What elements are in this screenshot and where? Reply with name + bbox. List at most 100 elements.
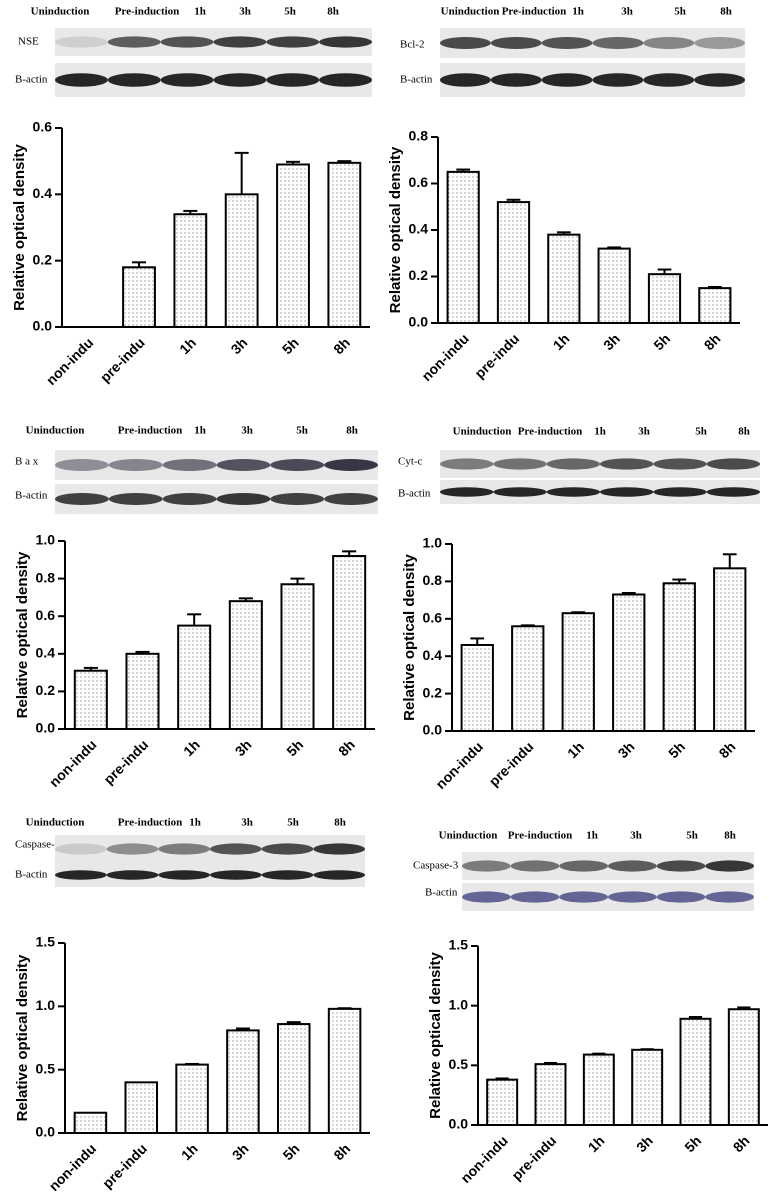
row-label: B-actin	[398, 488, 431, 500]
x-tick-label: pre-indu	[486, 738, 537, 789]
blot-band	[216, 493, 271, 505]
blot-band	[653, 487, 707, 497]
lane-label: 5h	[686, 830, 698, 842]
bar	[662, 582, 696, 733]
blot-band	[493, 458, 547, 470]
blot-band	[55, 843, 107, 855]
lane-label: Pre-induction	[118, 425, 183, 437]
blot-band	[106, 843, 159, 855]
y-tick-label: 0.5	[36, 1060, 56, 1076]
row-label: Bcl-2	[400, 39, 424, 51]
bar	[597, 247, 631, 325]
blot-band	[319, 36, 373, 48]
blot-band	[608, 860, 657, 872]
lane-label: Pre-induction	[115, 6, 180, 18]
row-label: B-actin	[400, 74, 433, 86]
blot-band	[493, 487, 547, 497]
x-tick-label: 8h	[330, 334, 353, 357]
blot-band	[490, 73, 542, 87]
blot-band	[643, 73, 695, 87]
lane-label: 5h	[296, 425, 308, 437]
bar	[582, 1053, 615, 1127]
blot-band	[440, 73, 491, 87]
lane-label: 8h	[346, 425, 358, 437]
blot-band	[158, 843, 211, 855]
blot-band	[324, 459, 379, 471]
x-tick-label: non-indu	[457, 1132, 511, 1186]
lane-label: Pre-induction	[118, 817, 183, 829]
bar	[511, 625, 545, 733]
x-tick-label: pre-indu	[100, 736, 151, 787]
y-tick-label: 0.0	[423, 722, 443, 738]
lane-label: Pre-induction	[518, 426, 583, 438]
blot-band	[510, 891, 560, 903]
lane-label: 3h	[241, 425, 253, 437]
lane-label: Uninduction	[31, 6, 90, 18]
bar	[327, 1007, 362, 1134]
blot-band	[462, 860, 511, 872]
x-tick-label: pre-indu	[99, 1140, 150, 1191]
y-tick-label: 1.5	[449, 937, 469, 953]
blot-band	[108, 459, 163, 471]
y-tick-label: 0.2	[423, 684, 443, 700]
y-tick-label: 1.0	[36, 997, 56, 1013]
y-tick-label: 0.8	[409, 128, 429, 144]
x-tick-label: non-indu	[432, 738, 486, 792]
bar	[73, 1111, 108, 1134]
blot-band	[55, 36, 108, 48]
x-tick-label: 3h	[633, 1132, 656, 1155]
blot-band	[490, 37, 542, 49]
row-label: B-actin	[15, 869, 48, 881]
blot-band	[546, 487, 600, 497]
blot-band	[510, 860, 560, 872]
row-label: Cyt-c	[398, 456, 423, 468]
x-tick-label: 3h	[232, 736, 255, 759]
lane-label: 5h	[284, 6, 296, 18]
blot-band	[694, 73, 745, 87]
blot-band	[55, 459, 109, 471]
blot-band	[210, 870, 262, 880]
bar	[460, 643, 494, 732]
bar	[647, 273, 682, 324]
y-tick-label: 0.8	[423, 572, 443, 588]
blot-band	[213, 73, 267, 87]
blot-band	[706, 458, 760, 470]
blot-band	[600, 487, 654, 497]
bar	[698, 287, 732, 324]
y-axis-label: Relative optical density	[427, 951, 444, 1118]
blot-band	[541, 37, 593, 49]
x-tick-label: 3h	[615, 738, 638, 761]
blot-band	[216, 459, 271, 471]
lane-label: 1h	[586, 830, 598, 842]
blot-band	[158, 870, 211, 880]
x-tick-label: 3h	[229, 1140, 252, 1163]
row-label: Caspase-9	[15, 839, 61, 851]
blot-band	[160, 73, 214, 87]
blot-band	[653, 458, 707, 470]
blot-band	[656, 891, 706, 903]
blot-band	[440, 37, 491, 49]
x-tick-label: non-indu	[46, 736, 100, 790]
bar	[224, 193, 259, 328]
x-tick-label: 3h	[228, 334, 251, 357]
blot-band	[705, 891, 755, 903]
blot-band	[107, 36, 161, 48]
bar	[327, 161, 362, 328]
bar	[226, 1029, 260, 1135]
x-tick-label: 8h	[716, 738, 739, 761]
x-tick-label: pre-indu	[508, 1132, 559, 1183]
blot-band	[55, 870, 107, 880]
x-tick-label: non-indu	[418, 330, 472, 384]
lane-label: 1h	[194, 425, 206, 437]
y-tick-label: 0.4	[423, 647, 443, 663]
bar	[228, 600, 263, 730]
x-tick-label: non-indu	[43, 334, 97, 388]
blot-band	[313, 870, 365, 880]
blot-band	[270, 493, 325, 505]
lane-label: 8h	[724, 830, 736, 842]
bar	[561, 612, 595, 732]
blot-band	[592, 37, 644, 49]
lane-label: 5h	[674, 6, 686, 18]
y-tick-label: 0.2	[36, 682, 56, 698]
